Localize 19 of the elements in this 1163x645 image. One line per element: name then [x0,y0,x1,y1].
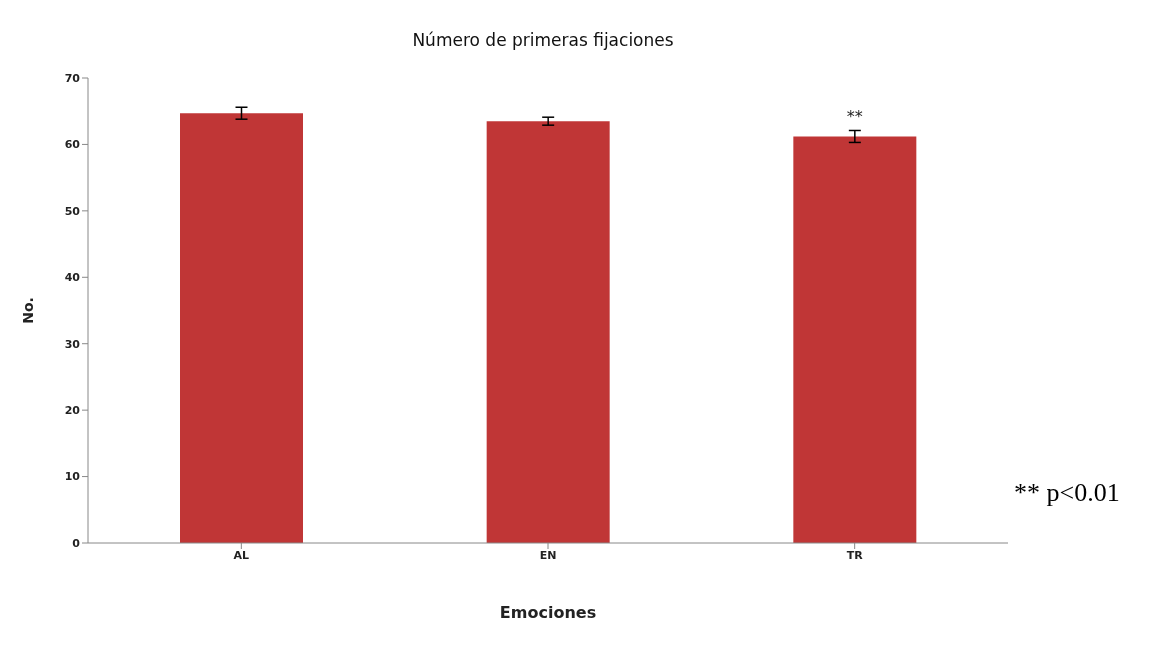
x-tick-label: TR [846,548,864,562]
y-tick-label: 70 [64,71,81,85]
annotation: ** [846,107,863,127]
chart-title: Número de primeras fijaciones [411,30,675,50]
text: ** p<0.01 [1014,478,1120,508]
bar [486,121,610,543]
bar [180,113,303,543]
y-tick-label: 30 [64,337,81,351]
y-tick-label: 10 [64,470,81,484]
x-tick-label: EN [539,548,557,562]
y-tick-label: 0 [72,536,81,550]
y-tick-label: 60 [64,138,81,152]
x-tick-label: AL [233,548,250,562]
y-tick-label: 20 [64,404,81,418]
y-axis-title: No. [19,297,36,324]
y-tick-label: 50 [64,204,81,218]
y-tick-label: 40 [64,271,81,285]
bar [793,136,917,543]
x-axis-title: Emociones [499,603,597,622]
